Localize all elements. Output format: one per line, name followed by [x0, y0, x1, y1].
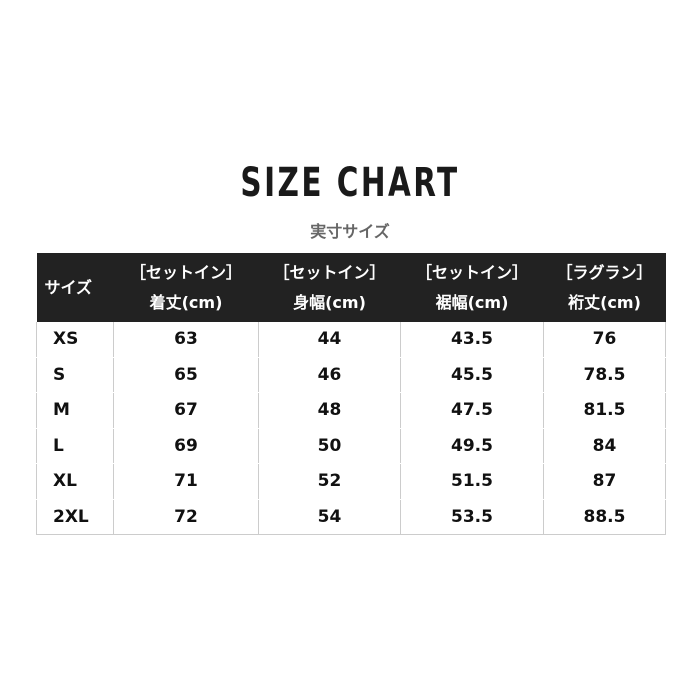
value-cell: 49.5: [400, 428, 544, 464]
value-cell: 45.5: [400, 357, 544, 393]
value-cell: 48: [258, 392, 401, 429]
size-cell: S: [36, 357, 114, 393]
value-cell: 44: [258, 322, 401, 358]
column-type: ［セットイン］: [273, 262, 386, 282]
table-row: 2XL 72 54 53.5 88.5: [36, 499, 666, 535]
size-cell: XL: [36, 463, 114, 500]
column-header: ［セットイン］ 裾幅(cm): [400, 253, 544, 322]
table-row: XS 63 44 43.5 76: [36, 322, 666, 358]
table-row: L 69 50 49.5 84: [36, 428, 666, 464]
value-cell: 47.5: [400, 392, 544, 429]
value-cell: 76: [543, 322, 666, 358]
value-cell: 67: [113, 392, 259, 429]
value-cell: 43.5: [400, 322, 544, 358]
table-row: XL 71 52 51.5 87: [36, 463, 666, 500]
column-header: ［セットイン］ 着丈(cm): [113, 253, 259, 322]
column-label: 身幅(cm): [293, 292, 366, 312]
size-cell: M: [36, 392, 114, 429]
page-title: SIZE CHART: [240, 160, 460, 206]
column-label: 裾幅(cm): [435, 292, 509, 312]
value-cell: 81.5: [543, 392, 666, 429]
column-type: ［セットイン］: [415, 262, 528, 282]
column-label: 着丈(cm): [149, 292, 223, 312]
value-cell: 50: [258, 428, 401, 464]
value-cell: 52: [258, 463, 401, 500]
value-cell: 51.5: [400, 463, 544, 500]
value-cell: 54: [258, 499, 401, 535]
size-table: サイズ ［セットイン］ 着丈(cm) ［セットイン］ 身幅(cm) ［セットイン］ 裾…: [36, 253, 666, 535]
value-cell: 78.5: [543, 357, 666, 393]
table-row: M 67 48 47.5 81.5: [36, 392, 666, 429]
value-cell: 69: [113, 428, 259, 464]
size-header: サイズ: [36, 253, 114, 322]
value-cell: 63: [113, 322, 259, 358]
column-header: ［ラグラン］ 裄丈(cm): [543, 253, 666, 322]
value-cell: 65: [113, 357, 259, 393]
size-cell: L: [36, 428, 114, 464]
column-label: 裄丈(cm): [568, 292, 641, 312]
value-cell: 71: [113, 463, 259, 500]
column-type: ［セットイン］: [129, 262, 242, 282]
value-cell: 53.5: [400, 499, 544, 535]
column-type: ［ラグラン］: [556, 262, 653, 282]
size-cell: XS: [36, 322, 114, 358]
column-header: ［セットイン］ 身幅(cm): [258, 253, 401, 322]
value-cell: 84: [543, 428, 666, 464]
value-cell: 46: [258, 357, 401, 393]
value-cell: 72: [113, 499, 259, 535]
subtitle: 実寸サイズ: [310, 222, 390, 241]
value-cell: 88.5: [543, 499, 666, 535]
table-row: S 65 46 45.5 78.5: [36, 357, 666, 393]
size-cell: 2XL: [36, 499, 114, 535]
header-row: サイズ ［セットイン］ 着丈(cm) ［セットイン］ 身幅(cm) ［セットイン］ 裾…: [36, 253, 666, 322]
value-cell: 87: [543, 463, 666, 500]
